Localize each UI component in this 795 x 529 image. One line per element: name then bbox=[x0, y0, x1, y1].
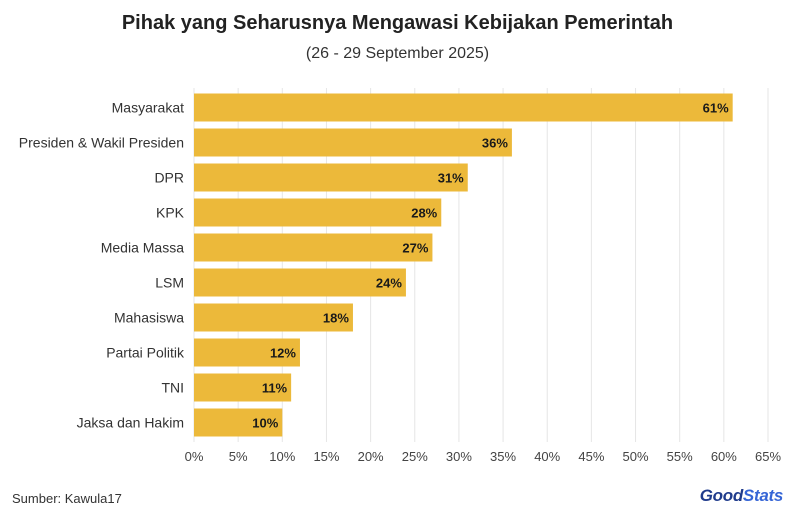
chart-subtitle: (26 - 29 September 2025) bbox=[305, 45, 490, 62]
source-note: Sumber: Kawula17 bbox=[12, 491, 122, 506]
x-tick-label: 15% bbox=[313, 449, 339, 464]
bar bbox=[194, 373, 292, 402]
goodstats-logo: GoodStats bbox=[699, 486, 784, 506]
logo-text-stats: Stats bbox=[742, 486, 783, 505]
x-tick-label: 10% bbox=[269, 449, 295, 464]
bar bbox=[194, 128, 512, 157]
category-label: Masyarakat bbox=[112, 100, 184, 116]
data-label: 10% bbox=[252, 416, 278, 431]
x-tick-label: 20% bbox=[358, 449, 384, 464]
bar bbox=[194, 338, 300, 367]
bar bbox=[194, 93, 733, 122]
x-tick-label: 50% bbox=[623, 449, 649, 464]
bar bbox=[194, 268, 406, 297]
x-tick-label: 0% bbox=[185, 449, 204, 464]
data-label: 24% bbox=[376, 276, 402, 291]
data-label: 36% bbox=[482, 136, 508, 151]
category-label: TNI bbox=[161, 380, 184, 396]
category-label: KPK bbox=[156, 205, 185, 221]
x-tick-label: 35% bbox=[490, 449, 516, 464]
category-label: DPR bbox=[154, 170, 184, 186]
x-tick-label: 45% bbox=[578, 449, 604, 464]
bar bbox=[194, 198, 442, 227]
category-label: Mahasiswa bbox=[114, 310, 184, 326]
data-label: 27% bbox=[402, 241, 428, 256]
x-tick-label: 65% bbox=[755, 449, 781, 464]
category-label: Partai Politik bbox=[106, 345, 185, 361]
category-label: Jaksa dan Hakim bbox=[77, 415, 184, 431]
x-tick-label: 60% bbox=[711, 449, 737, 464]
chart-title: Pihak yang Seharusnya Mengawasi Kebijaka… bbox=[121, 12, 674, 34]
data-label: 12% bbox=[270, 346, 296, 361]
bar bbox=[194, 233, 433, 262]
category-label: Presiden & Wakil Presiden bbox=[19, 135, 184, 151]
bar bbox=[194, 303, 353, 332]
x-tick-label: 5% bbox=[229, 449, 248, 464]
data-label: 61% bbox=[703, 101, 729, 116]
x-tick-label: 25% bbox=[402, 449, 428, 464]
x-tick-label: 40% bbox=[534, 449, 560, 464]
x-tick-label: 30% bbox=[446, 449, 472, 464]
logo-text-good: Good bbox=[699, 486, 743, 505]
category-label: Media Massa bbox=[101, 240, 184, 256]
bar bbox=[194, 163, 468, 192]
data-label: 11% bbox=[262, 381, 288, 396]
x-tick-label: 55% bbox=[667, 449, 693, 464]
data-label: 31% bbox=[438, 171, 464, 186]
bar bbox=[194, 408, 283, 437]
data-label: 28% bbox=[411, 206, 437, 221]
category-label: LSM bbox=[155, 275, 184, 291]
data-label: 18% bbox=[323, 311, 349, 326]
